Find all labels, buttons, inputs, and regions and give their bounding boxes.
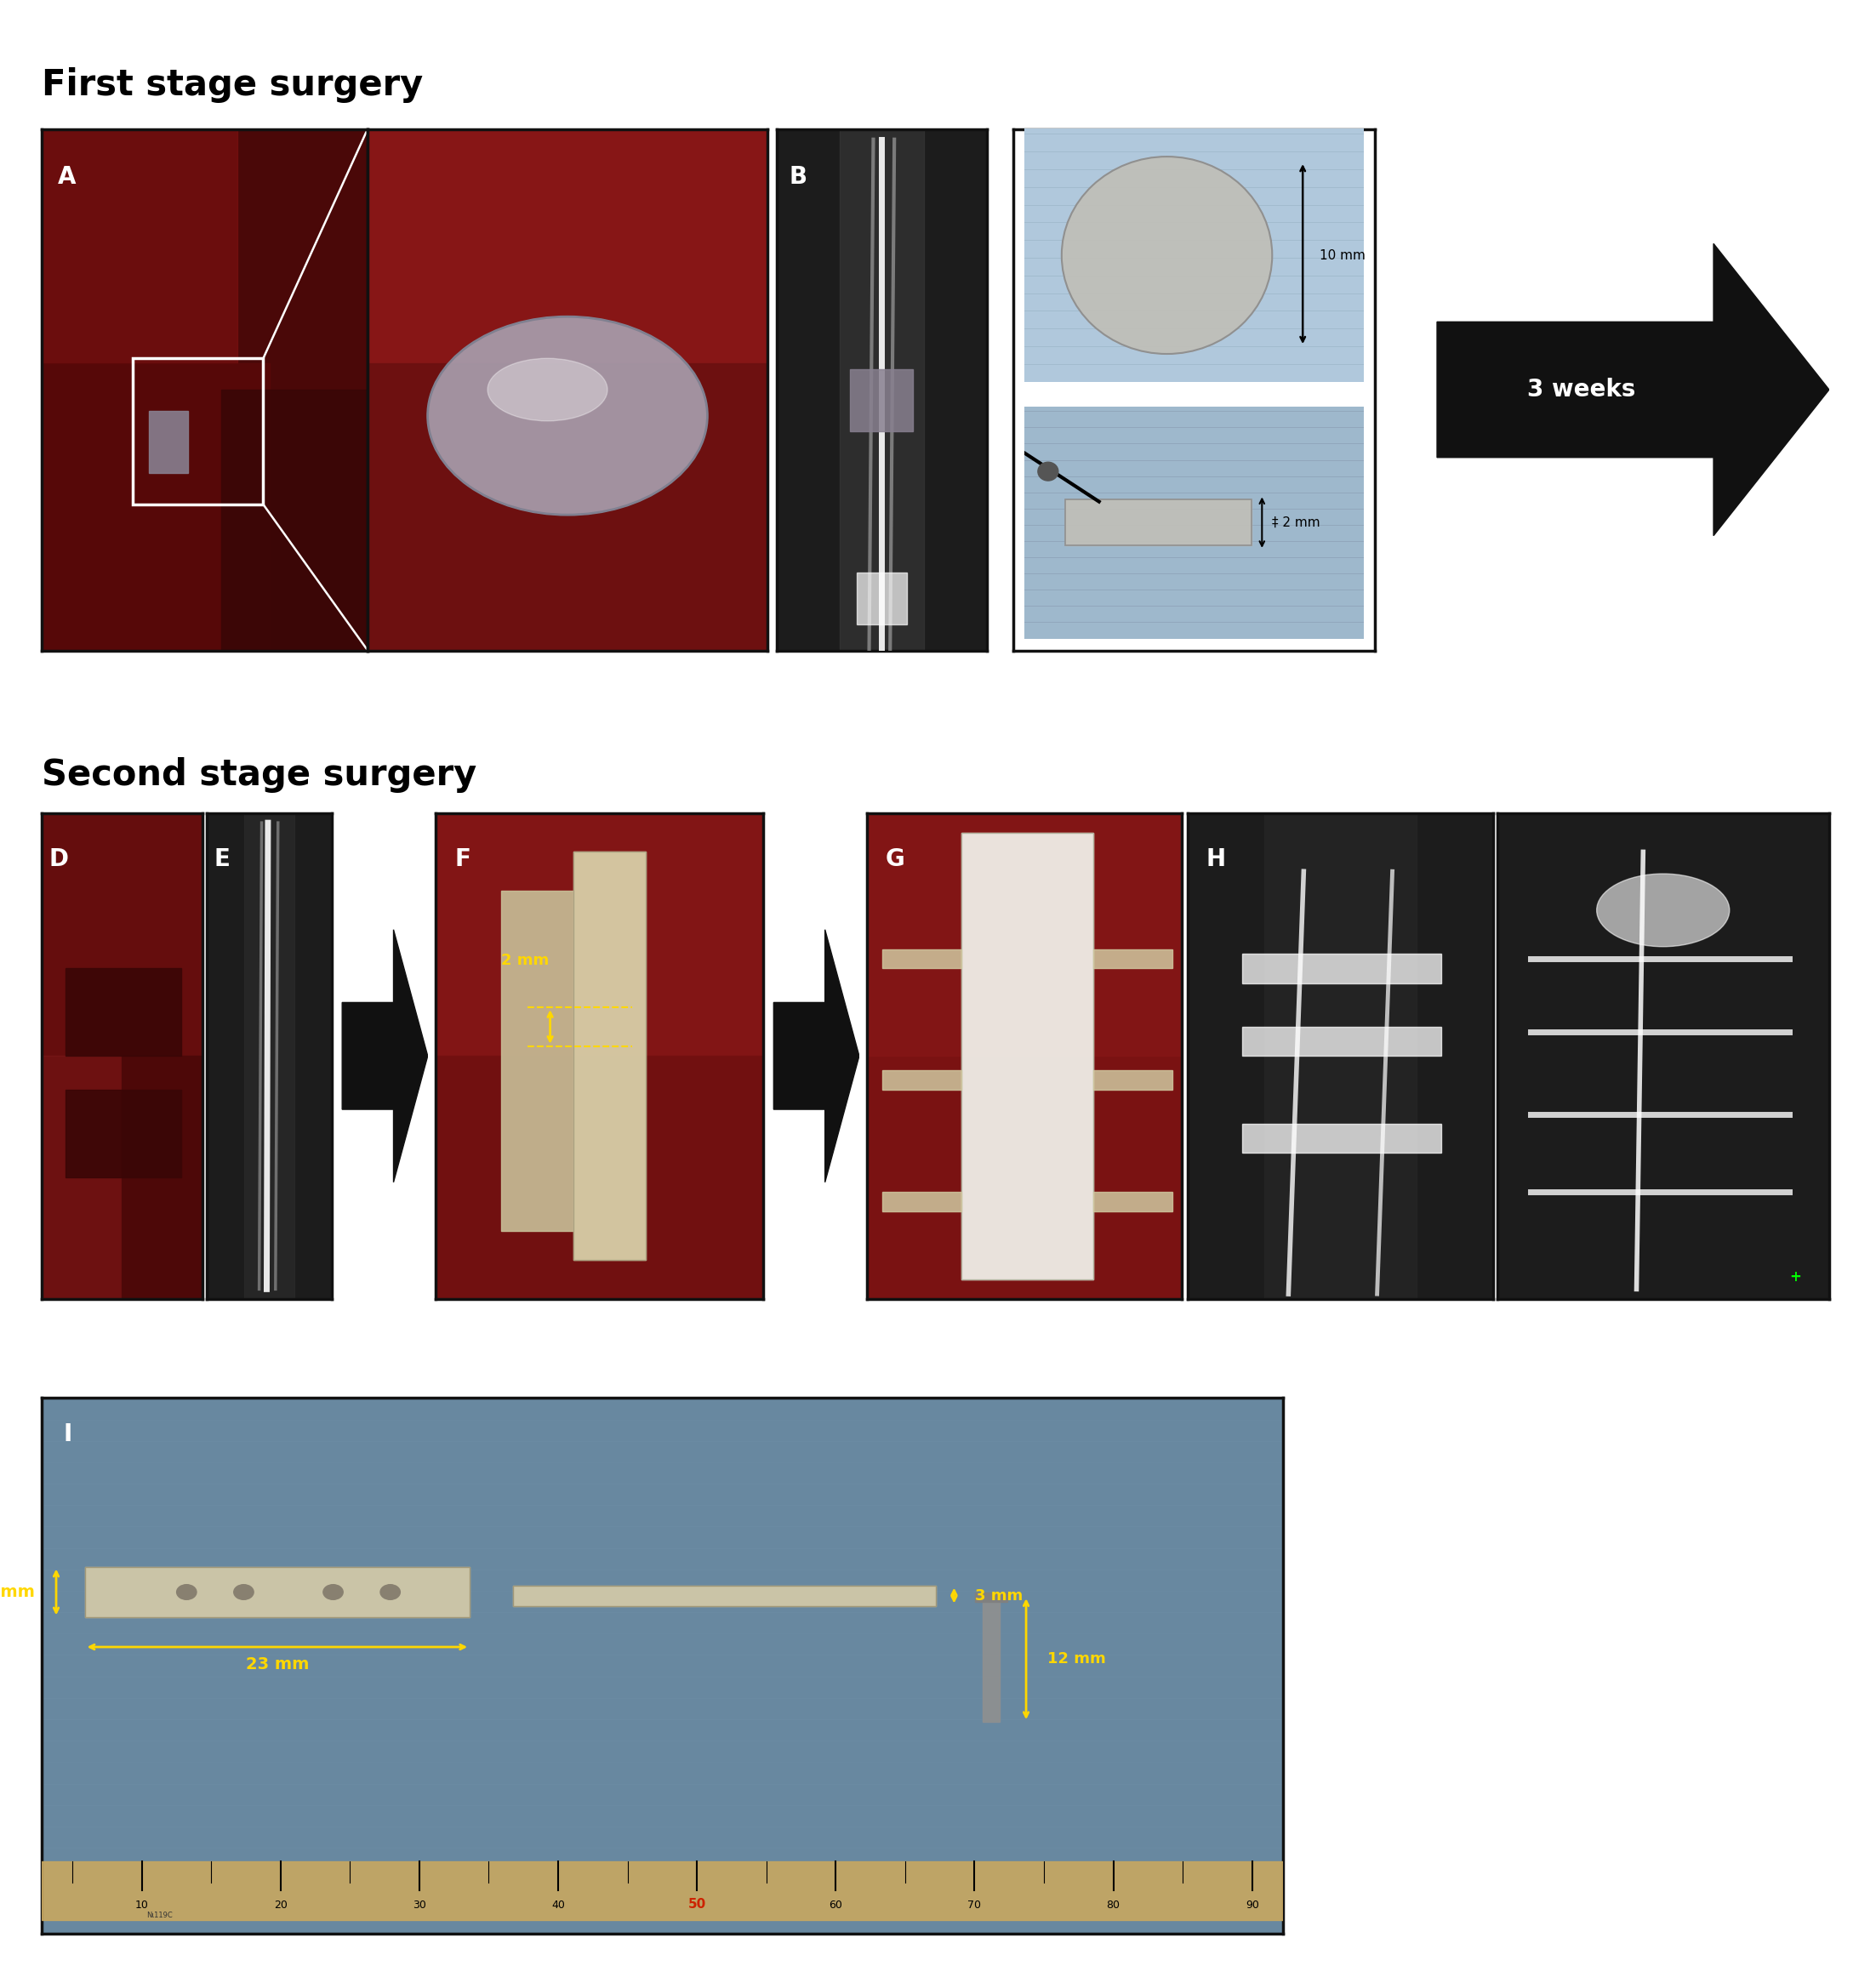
Text: 2 mm: 2 mm [501, 954, 550, 968]
Bar [514, 1586, 936, 1606]
Bar [148, 410, 188, 474]
Text: +: + [1790, 1269, 1801, 1285]
Bar [574, 853, 645, 1259]
Bar [840, 129, 923, 650]
Text: 10: 10 [135, 1900, 148, 1910]
Bar [66, 968, 182, 1057]
Text: F: F [454, 847, 471, 871]
Bar [961, 833, 1094, 1279]
Text: First stage surgery: First stage surgery [41, 67, 422, 103]
Bar [882, 950, 961, 968]
Bar [882, 1071, 961, 1091]
Bar [850, 369, 914, 432]
Bar [1242, 1027, 1441, 1057]
Bar [501, 890, 574, 1231]
Text: I: I [64, 1422, 73, 1446]
Bar [133, 359, 263, 504]
Bar [1094, 1192, 1172, 1212]
Bar [66, 1091, 182, 1178]
Text: 10 mm: 10 mm [1319, 250, 1366, 262]
Bar [514, 1586, 936, 1606]
Bar [1242, 1124, 1441, 1154]
Text: ‡ 2 mm: ‡ 2 mm [1272, 516, 1321, 529]
Ellipse shape [234, 1584, 253, 1600]
Bar [1094, 950, 1172, 968]
Bar [857, 573, 906, 625]
Bar [84, 1567, 469, 1618]
Bar [867, 813, 1182, 1057]
Bar [1066, 500, 1251, 545]
Bar [41, 1862, 1283, 1920]
Text: 40: 40 [552, 1900, 565, 1910]
Text: 3 mm: 3 mm [976, 1588, 1022, 1602]
Bar [1264, 813, 1416, 1299]
Text: 60: 60 [829, 1900, 842, 1910]
Text: E: E [214, 847, 231, 871]
Ellipse shape [1596, 875, 1730, 946]
Bar [435, 813, 764, 1057]
Text: 3 weeks: 3 weeks [1527, 377, 1636, 403]
Bar [221, 389, 368, 650]
Bar [41, 129, 236, 363]
Text: G: G [885, 847, 904, 871]
Text: 80: 80 [1107, 1900, 1120, 1910]
Bar [122, 1057, 203, 1299]
Text: 90: 90 [1246, 1900, 1259, 1910]
Bar [84, 1567, 469, 1618]
Text: B: B [790, 165, 807, 188]
Bar [1094, 1071, 1172, 1091]
Bar [574, 853, 645, 1259]
Ellipse shape [488, 359, 608, 420]
Text: H: H [1206, 847, 1225, 871]
Text: 6 mm: 6 mm [0, 1584, 36, 1600]
Ellipse shape [428, 317, 707, 516]
Bar [961, 833, 1094, 1279]
Polygon shape [1437, 244, 1829, 535]
Bar [244, 813, 295, 1299]
Bar [41, 363, 270, 650]
Bar [368, 129, 767, 363]
Bar [41, 813, 203, 1057]
Text: 70: 70 [968, 1900, 981, 1910]
Bar [41, 1057, 122, 1299]
Polygon shape [341, 930, 428, 1182]
Text: 20: 20 [274, 1900, 287, 1910]
Text: Second stage surgery: Second stage surgery [41, 758, 477, 793]
Polygon shape [773, 930, 859, 1182]
Ellipse shape [1037, 462, 1058, 480]
Ellipse shape [323, 1584, 343, 1600]
Text: 23 mm: 23 mm [246, 1656, 310, 1674]
Text: 50: 50 [688, 1898, 705, 1910]
Bar [368, 363, 767, 650]
Bar [882, 1192, 961, 1212]
Ellipse shape [1062, 157, 1272, 353]
Bar [1066, 500, 1251, 545]
Text: C: C [1032, 145, 1049, 169]
Ellipse shape [381, 1584, 400, 1600]
Text: 30: 30 [413, 1900, 426, 1910]
Text: Nι119C: Nι119C [146, 1912, 173, 1920]
Ellipse shape [176, 1584, 197, 1600]
Text: A: A [58, 165, 75, 188]
Text: 12 mm: 12 mm [1047, 1652, 1105, 1666]
Bar [983, 1596, 1000, 1721]
Bar [435, 1057, 764, 1299]
Bar [976, 1592, 1007, 1602]
Bar [1242, 954, 1441, 984]
Text: D: D [49, 847, 69, 871]
